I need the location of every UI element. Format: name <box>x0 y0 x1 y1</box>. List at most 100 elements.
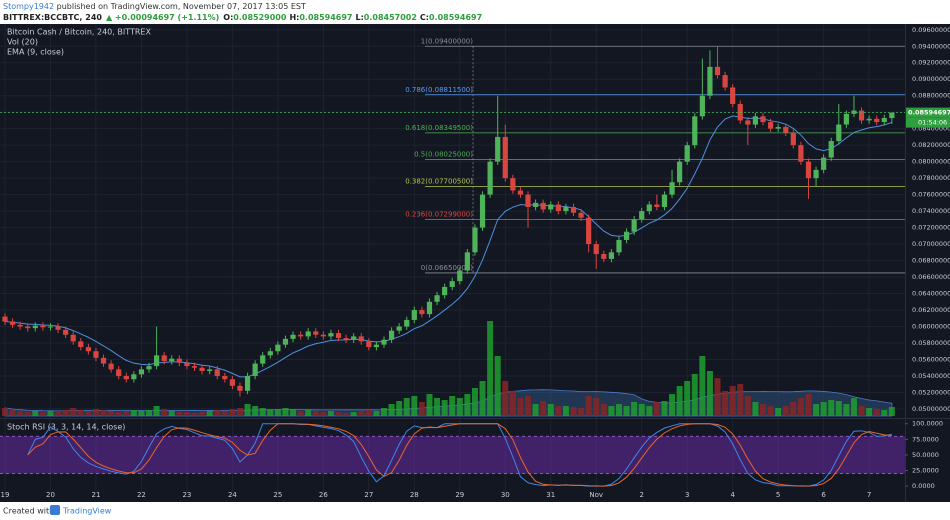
fib-label: 0.5(0.08025000) <box>414 151 473 159</box>
candle-body <box>123 375 129 380</box>
x-tick-label: 7 <box>867 491 871 499</box>
volume-bar <box>199 412 206 416</box>
x-tick-label: 22 <box>137 491 146 499</box>
candle-body <box>290 334 296 339</box>
candle-body <box>646 204 652 212</box>
candle-body <box>138 369 145 375</box>
candle-body <box>275 344 281 352</box>
candle-body <box>358 336 364 342</box>
candle-body <box>373 344 380 348</box>
volume-bar <box>456 398 463 416</box>
candle-body <box>533 202 539 207</box>
candle-body <box>525 194 531 207</box>
change: ▲ +0.00094697 (+1.11%) <box>106 13 219 22</box>
volume-bar <box>92 409 99 416</box>
candle-body <box>722 75 728 88</box>
volume-bar <box>47 411 54 416</box>
volume-bar <box>85 411 92 416</box>
candle-body <box>305 331 311 337</box>
y-tick-label: 0.08200000 <box>912 141 950 149</box>
volume-bar <box>123 411 130 416</box>
candle-body <box>843 113 849 125</box>
stoch-d-line <box>27 423 892 487</box>
volume-bar <box>843 404 850 416</box>
candle-body <box>828 141 834 158</box>
volume-bar <box>290 410 297 416</box>
volume-bar <box>782 406 789 416</box>
candle-body <box>548 204 554 210</box>
candle-body <box>70 334 76 342</box>
volume-bar <box>305 410 312 416</box>
volume-bar <box>767 406 774 416</box>
candle-body <box>479 194 486 228</box>
candle-body <box>783 127 789 133</box>
volume-bar <box>418 402 425 416</box>
candle-body <box>631 219 637 232</box>
candle-body <box>396 326 402 331</box>
fib-label: 0.382(0.07700500) <box>405 177 473 185</box>
candle-body <box>381 339 387 345</box>
price-tag-label: 0.08594697 <box>908 109 950 117</box>
y-tick-label: 0.06800000 <box>912 257 950 265</box>
volume-bar <box>373 411 380 416</box>
candle-body <box>404 319 410 327</box>
candle-body <box>237 385 243 391</box>
author[interactable]: Stompy1942 <box>3 2 54 11</box>
volume-bar <box>828 400 835 416</box>
candle-body <box>457 270 463 282</box>
ema-line <box>4 115 893 378</box>
volume-bar <box>100 410 107 416</box>
candle-body <box>449 281 455 287</box>
y-tick-label: 0.06000000 <box>912 323 950 331</box>
y-tick-label: 0.07600000 <box>912 191 950 199</box>
volume-bar <box>691 374 698 416</box>
volume-bar <box>62 410 69 416</box>
candle-body <box>411 310 417 320</box>
volume-bar <box>479 381 486 416</box>
volume-bar <box>661 401 668 416</box>
volume-bar <box>699 356 706 416</box>
volume-bar <box>532 404 539 416</box>
candle-body <box>714 66 721 76</box>
volume-bar <box>706 371 713 416</box>
volume-bar <box>396 401 403 416</box>
plot: 1(0.09400000) 0.786(0.08811500) 0.618(0.08… <box>2 37 905 417</box>
candle-body <box>199 367 205 372</box>
y-tick-label: 0.05600000 <box>912 355 950 363</box>
volume-bar <box>873 409 880 416</box>
footer-brand[interactable]: TradingView <box>62 507 112 516</box>
y-tick-label: 0.05000000 <box>912 405 950 413</box>
candle-body <box>434 295 440 302</box>
volume-bar <box>2 408 8 416</box>
volume-bar <box>168 411 175 416</box>
y-tick-label: 0.06400000 <box>912 290 950 298</box>
volume-bar <box>638 404 645 416</box>
candle-body <box>267 351 273 356</box>
candle-body <box>25 326 31 329</box>
chart-title: Bitcoin Cash / Bitcoin, 240, BITTREX <box>7 28 151 37</box>
candle-body <box>176 358 182 363</box>
ema-label: EMA (9, close) <box>7 48 64 57</box>
volume-bar <box>229 409 236 416</box>
volume-bar <box>737 384 744 416</box>
candle-body <box>366 341 372 348</box>
x-tick-label: 5 <box>776 491 780 499</box>
candle-body <box>608 252 614 259</box>
candle-body <box>805 161 812 179</box>
candle-body <box>798 145 804 162</box>
published: published on TradingView.com, November 0… <box>54 2 306 11</box>
volume-bar <box>138 411 145 416</box>
volume-bar <box>813 404 820 416</box>
l-label: L: <box>355 13 363 22</box>
candle-body <box>472 227 478 253</box>
x-tick-label: 26 <box>319 491 328 499</box>
volume-bar <box>653 402 660 416</box>
candle-body <box>767 122 774 129</box>
volume-bar <box>108 411 115 416</box>
candle-body <box>214 369 220 376</box>
candle-body <box>55 326 61 330</box>
volume-bar <box>631 402 638 416</box>
volume-bar <box>350 412 357 416</box>
volume-bar <box>585 396 592 416</box>
candle-body <box>328 333 334 337</box>
